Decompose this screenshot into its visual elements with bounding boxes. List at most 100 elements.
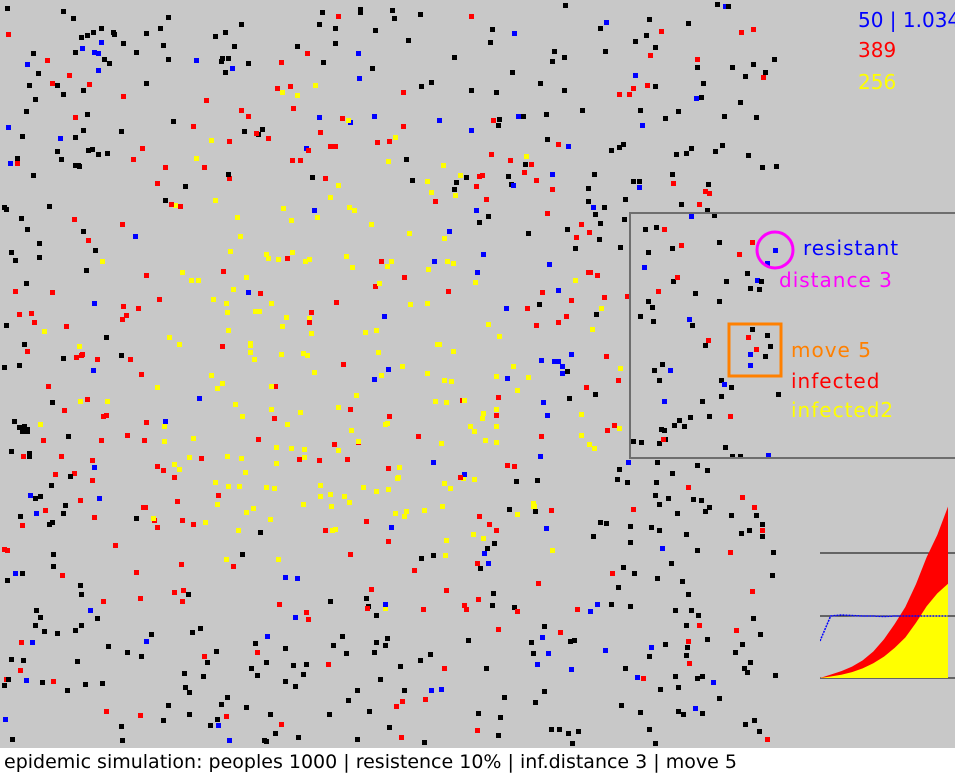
person-dot: [295, 576, 300, 581]
person-dot: [631, 86, 636, 91]
person-dot: [546, 651, 551, 656]
person-dot: [494, 374, 499, 379]
person-dot: [124, 313, 129, 318]
resistant-readout: 50 | 1.034: [858, 8, 955, 32]
person-dot: [119, 129, 124, 134]
person-dot: [214, 649, 219, 654]
person-dot: [516, 114, 521, 119]
person-dot: [444, 588, 449, 593]
person-dot: [280, 324, 285, 329]
person-dot: [91, 30, 96, 35]
person-dot: [406, 38, 411, 43]
person-dot: [717, 696, 722, 701]
person-dot: [224, 301, 229, 306]
person-dot: [246, 61, 251, 66]
person-dot: [298, 158, 303, 163]
person-dot: [92, 50, 97, 55]
person-dot: [79, 35, 84, 40]
person-dot: [605, 428, 610, 433]
person-dot: [776, 392, 781, 397]
person-dot: [86, 148, 91, 153]
person-dot: [550, 548, 555, 553]
person-dot: [348, 407, 353, 412]
person-dot: [586, 199, 591, 204]
person-dot: [383, 422, 388, 427]
person-dot: [531, 501, 536, 506]
person-dot: [144, 273, 149, 278]
person-dot: [189, 278, 194, 283]
person-dot: [107, 61, 112, 66]
person-dot: [283, 575, 288, 580]
person-dot: [474, 208, 479, 213]
person-dot: [295, 44, 300, 49]
person-dot: [717, 299, 722, 304]
person-dot: [6, 125, 11, 130]
person-dot: [552, 359, 557, 364]
person-dot: [22, 424, 27, 429]
person-dot: [61, 356, 66, 361]
person-dot: [175, 499, 180, 504]
person-dot: [216, 723, 221, 728]
person-dot: [542, 689, 547, 694]
person-dot: [505, 376, 510, 381]
person-dot: [659, 427, 664, 432]
person-dot: [654, 225, 659, 230]
person-dot: [412, 568, 417, 573]
move-square-icon: [727, 322, 783, 378]
person-dot: [95, 357, 100, 362]
person-dot: [73, 163, 78, 168]
person-dot: [464, 607, 469, 612]
person-dot: [676, 109, 681, 114]
person-dot: [25, 62, 30, 67]
person-dot: [697, 623, 702, 628]
person-dot: [47, 522, 52, 527]
person-dot: [557, 727, 562, 732]
person-dot: [451, 261, 456, 266]
person-dot: [666, 496, 671, 501]
person-dot: [155, 464, 160, 469]
person-dot: [58, 136, 63, 141]
person-dot: [283, 646, 288, 651]
person-dot: [609, 602, 614, 607]
person-dot: [655, 460, 660, 465]
person-dot: [425, 179, 430, 184]
person-dot: [288, 84, 293, 89]
person-dot: [120, 317, 125, 322]
person-dot: [656, 289, 661, 294]
person-dot: [328, 599, 333, 604]
person-dot: [41, 438, 46, 443]
person-dot: [177, 467, 182, 472]
person-dot: [307, 320, 312, 325]
person-dot: [628, 524, 633, 529]
person-dot: [592, 446, 597, 451]
person-dot: [315, 215, 320, 220]
person-dot: [374, 328, 379, 333]
person-dot: [426, 267, 431, 272]
person-dot: [386, 159, 391, 164]
person-dot: [34, 608, 39, 613]
person-dot: [454, 180, 459, 185]
person-dot: [133, 234, 138, 239]
person-dot: [238, 234, 243, 239]
person-dot: [20, 134, 25, 139]
person-dot: [638, 314, 643, 319]
person-dot: [344, 254, 349, 259]
person-dot: [273, 731, 278, 736]
person-dot: [442, 378, 447, 383]
person-dot: [199, 456, 204, 461]
person-dot: [361, 485, 366, 490]
person-dot: [591, 205, 596, 210]
person-dot: [375, 140, 380, 145]
person-dot: [490, 603, 495, 608]
person-dot: [422, 508, 427, 513]
person-dot: [348, 552, 353, 557]
person-dot: [466, 638, 471, 643]
person-dot: [730, 454, 735, 459]
person-dot: [386, 367, 391, 372]
person-dot: [691, 497, 696, 502]
person-dot: [686, 592, 691, 597]
person-dot: [80, 46, 85, 51]
person-dot: [138, 713, 143, 718]
person-dot: [623, 666, 628, 671]
person-dot: [660, 546, 665, 551]
